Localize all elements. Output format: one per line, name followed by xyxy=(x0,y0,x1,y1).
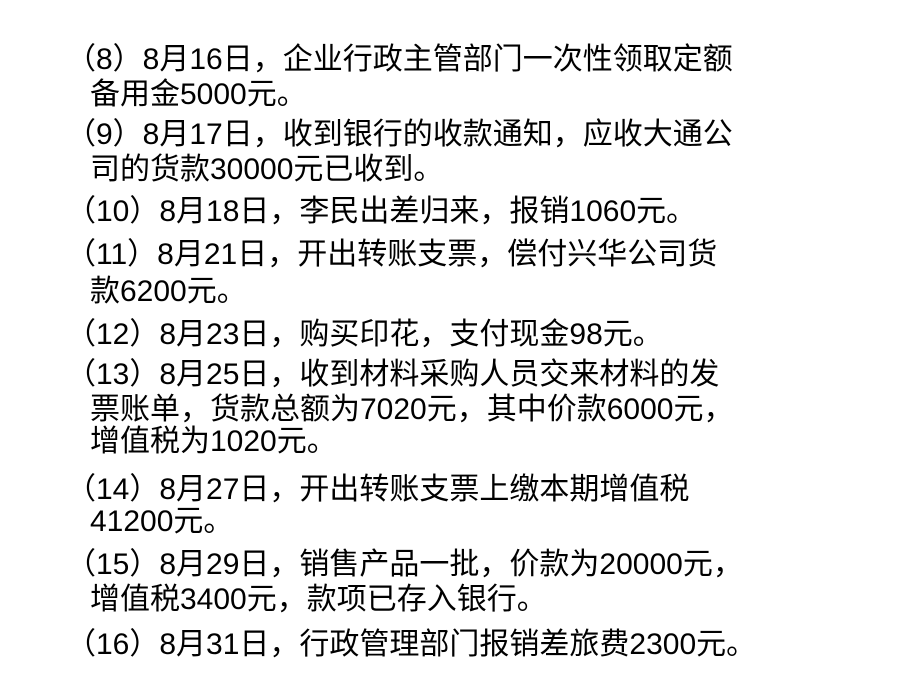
item-text: （9）8月17日，收到银行的收款通知，应收大通公 xyxy=(66,118,733,151)
item-text: （15）8月29日，销售产品一批，价款为20000元， xyxy=(66,548,743,581)
item-text: 司的货款30000元已收到。 xyxy=(90,153,444,186)
item-text: （12）8月23日，购买印花，支付现金98元。 xyxy=(66,318,663,351)
item-text: （14）8月27日，开出转账支票上缴本期增值税 xyxy=(66,473,690,506)
item-text: 41200元。 xyxy=(90,505,234,538)
item-text: （13）8月25日，收到材料采购人员交来材料的发 xyxy=(66,358,720,391)
item-text: 票账单，货款总额为7020元，其中价款6000元， xyxy=(90,393,734,426)
item-text: （11）8月21日，开出转账支票，偿付兴华公司货 xyxy=(66,238,718,271)
item-text: （16）8月31日，行政管理部门报销差旅费2300元。 xyxy=(66,628,757,661)
item-text: 增值税3400元，款项已存入银行。 xyxy=(90,583,547,616)
item-text: 备用金5000元。 xyxy=(90,78,307,111)
item-text: （10）8月18日，李民出差归来，报销1060元。 xyxy=(66,195,697,228)
item-text: （8）8月16日，企业行政主管部门一次性领取定额 xyxy=(66,43,733,76)
item-text: 款6200元。 xyxy=(90,275,247,308)
item-text: 增值税为1020元。 xyxy=(90,425,337,458)
